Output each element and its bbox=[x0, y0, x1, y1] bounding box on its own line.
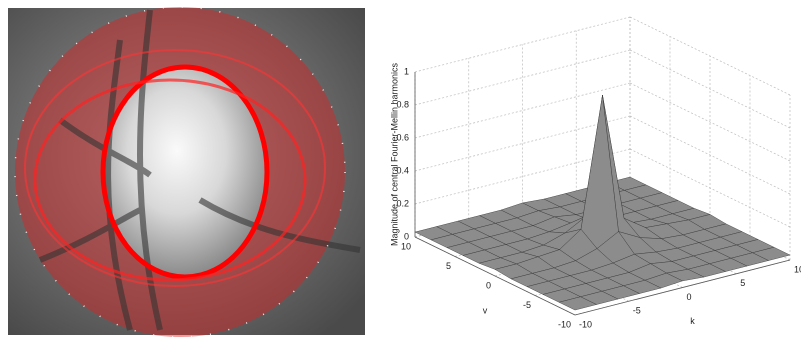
y-tick-label: 0 bbox=[486, 280, 491, 290]
z-tick-label: 0.2 bbox=[396, 198, 409, 208]
y-axis-label: v bbox=[483, 305, 488, 315]
z-tick-label: 1 bbox=[404, 66, 409, 76]
axis-line bbox=[574, 259, 791, 316]
x-tick-label: -5 bbox=[633, 306, 641, 316]
grid-line bbox=[414, 16, 631, 73]
y-tick-label: 5 bbox=[446, 261, 451, 271]
grid-line bbox=[629, 82, 791, 162]
y-tick-label: -5 bbox=[523, 300, 531, 310]
z-tick-label: 0.8 bbox=[396, 99, 409, 109]
x-axis-label: k bbox=[690, 316, 695, 326]
y-tick-label: 10 bbox=[401, 241, 411, 251]
z-axis-label: Magnitude of central Fourier-Mellin harm… bbox=[389, 62, 399, 246]
x-tick-label: 0 bbox=[687, 292, 692, 302]
z-tick-label: 0.4 bbox=[396, 165, 409, 175]
axis-line bbox=[414, 236, 576, 316]
x-tick-label: 5 bbox=[740, 278, 745, 288]
grid-line bbox=[629, 16, 791, 96]
surface-face bbox=[558, 296, 598, 311]
grid-line bbox=[414, 49, 631, 106]
y-tick-label: -10 bbox=[558, 319, 571, 329]
surface-plot: 00.20.40.60.81-10-50510-10-50510Magnitud… bbox=[389, 16, 801, 329]
z-tick-label: 0.6 bbox=[396, 132, 409, 142]
grid-line bbox=[414, 82, 631, 139]
x-tick-label: 10 bbox=[794, 264, 801, 274]
grid-line bbox=[414, 115, 631, 172]
z-tick-label: 0 bbox=[404, 231, 409, 241]
fundus-image bbox=[8, 6, 365, 338]
x-tick-label: -10 bbox=[579, 319, 592, 329]
